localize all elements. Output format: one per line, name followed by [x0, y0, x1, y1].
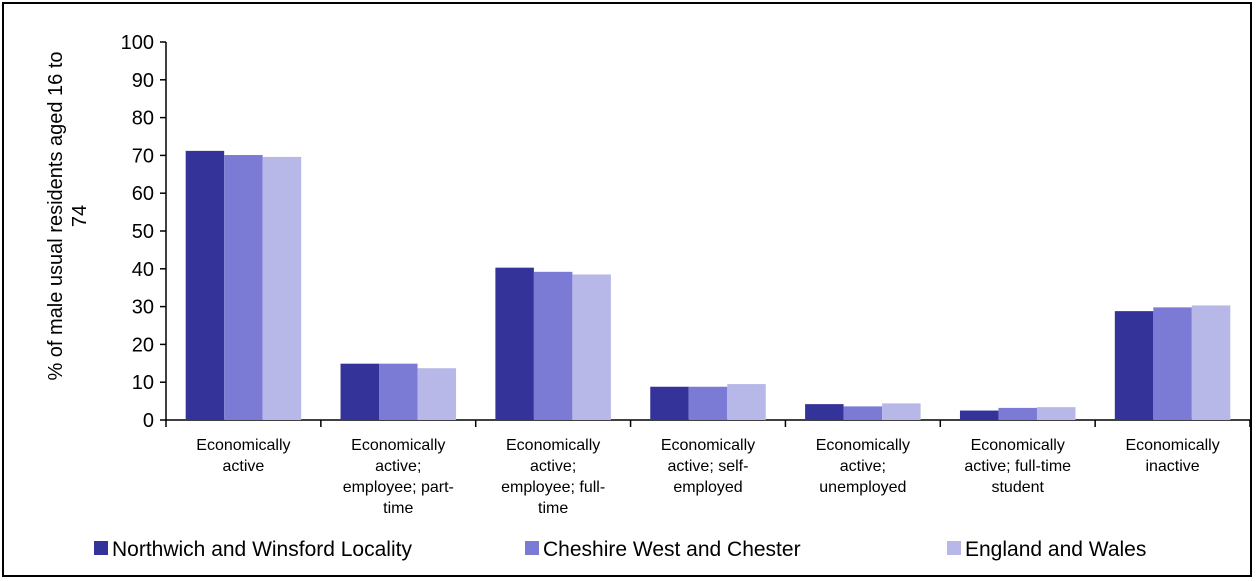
category-label: time	[538, 500, 568, 517]
y-tick-label: 90	[132, 70, 154, 92]
category-label: Economically	[351, 437, 445, 454]
y-tick-label: 50	[132, 221, 154, 243]
category-label: employed	[673, 479, 742, 496]
category-label: active;	[840, 458, 886, 475]
y-tick-label: 70	[132, 145, 154, 167]
category-label: inactive	[1145, 458, 1199, 475]
bar-1-6	[960, 411, 999, 420]
bar-2-3	[534, 272, 573, 420]
category-label: employee; full-	[501, 479, 605, 496]
bar-2-1	[224, 155, 263, 420]
bar-3-7	[1192, 305, 1231, 420]
category-label: active; full-time	[964, 458, 1071, 475]
category-label: Economically	[971, 437, 1065, 454]
category-label: active	[223, 458, 265, 475]
bar-1-1	[186, 151, 225, 420]
bar-3-1	[263, 157, 302, 420]
category-label: time	[383, 500, 413, 517]
y-tick-label: 60	[132, 183, 154, 205]
category-label: Economically	[196, 437, 290, 454]
category-label: active;	[530, 458, 576, 475]
y-axis-title: % of male usual residents aged 16 to	[45, 51, 67, 380]
y-tick-label: 10	[132, 372, 154, 394]
y-tick-label: 40	[132, 259, 154, 281]
y-tick-label: 30	[132, 297, 154, 319]
y-tick-label: 0	[143, 410, 154, 432]
bar-1-7	[1115, 311, 1154, 420]
bar-2-6	[998, 408, 1037, 420]
bar-2-4	[689, 387, 728, 420]
category-label: employee; part-	[343, 479, 454, 496]
bar-3-3	[572, 274, 611, 420]
category-label: student	[991, 479, 1044, 496]
bar-1-5	[805, 404, 844, 420]
y-tick-label: 80	[132, 108, 154, 130]
y-tick-label: 20	[132, 334, 154, 356]
bar-1-4	[650, 387, 689, 420]
legend-swatch-1	[94, 541, 108, 555]
bar-3-5	[882, 403, 921, 420]
bar-1-3	[495, 268, 533, 420]
category-label: Economically	[661, 437, 755, 454]
category-label: active;	[375, 458, 421, 475]
category-label: active; self-	[668, 458, 749, 475]
legend-swatch-3	[947, 541, 961, 555]
category-label: unemployed	[819, 479, 906, 496]
legend-label-3: England and Wales	[965, 538, 1146, 561]
category-label: Economically	[816, 437, 910, 454]
bar-2-7	[1153, 307, 1192, 420]
bar-3-6	[1037, 407, 1076, 420]
bar-3-4	[727, 384, 766, 420]
legend-label-1: Northwich and Winsford Locality	[112, 538, 412, 561]
bar-2-5	[844, 406, 883, 420]
y-tick-label: 100	[121, 32, 154, 54]
bar-2-2	[379, 364, 418, 420]
legend-label-2: Cheshire West and Chester	[543, 538, 801, 561]
legend-swatch-2	[525, 541, 539, 555]
category-label: Economically	[1125, 437, 1219, 454]
category-label: Economically	[506, 437, 600, 454]
bar-1-2	[341, 364, 380, 420]
y-axis-title: 74	[69, 205, 91, 227]
bar-3-2	[418, 368, 457, 420]
